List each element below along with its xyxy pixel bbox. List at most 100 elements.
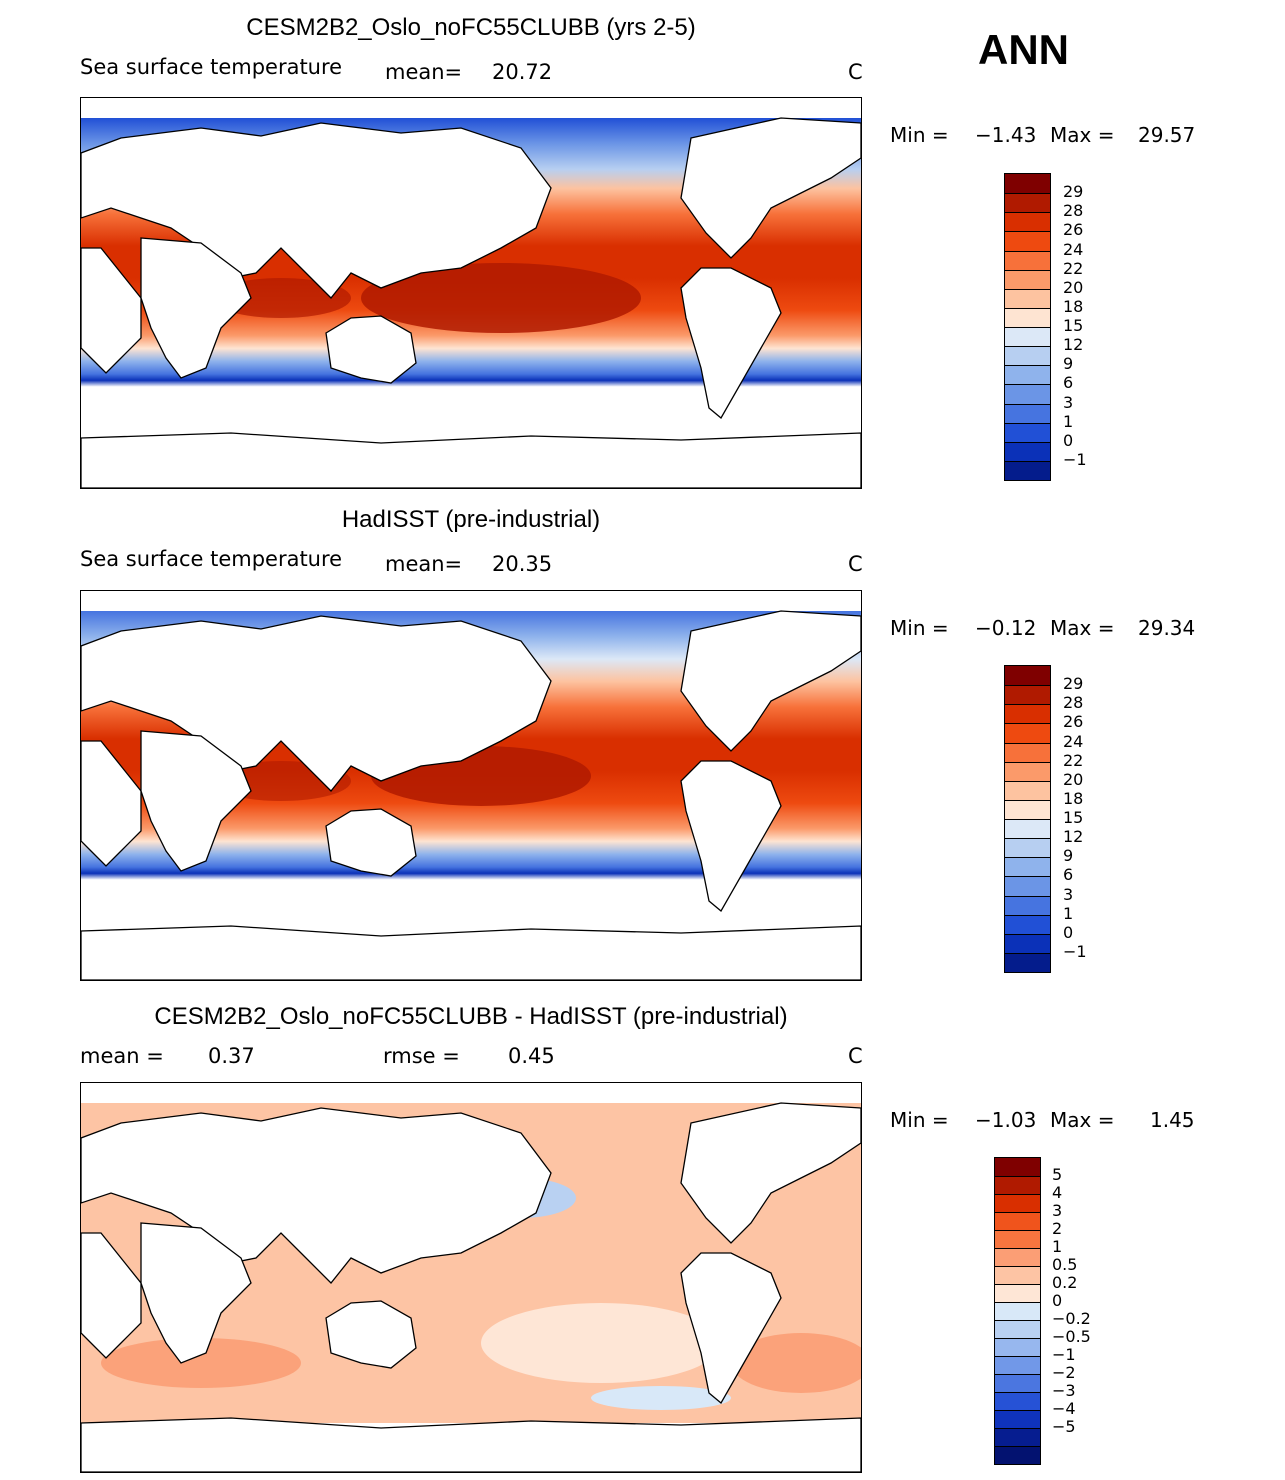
colorbar-segment <box>1005 422 1050 442</box>
panel3-mean-value: 0.37 <box>208 1044 255 1068</box>
colorbar-segment <box>1005 914 1050 934</box>
colorbar-label: 26 <box>1063 220 1084 240</box>
colorbar-segment <box>1005 723 1050 743</box>
panel3-min-value: −1.03 <box>975 1108 1037 1132</box>
panel1-colorbar <box>1004 173 1051 481</box>
panel3-mean-label: mean = <box>80 1044 164 1068</box>
panel3-colorbar <box>994 1157 1041 1465</box>
colorbar-segment <box>1005 819 1050 839</box>
colorbar-label: 5 <box>1052 1165 1063 1184</box>
panel2-mean-label: mean= <box>385 552 463 576</box>
panel3-rmse-label: rmse = <box>383 1044 460 1068</box>
panel3-title: CESM2B2_Oslo_noFC55CLUBB - HadISST (pre-… <box>154 1003 788 1030</box>
panel2-max-label: Max = <box>1050 616 1115 640</box>
colorbar-label: 15 <box>1063 316 1084 335</box>
colorbar-segment <box>1005 269 1050 289</box>
colorbar-label: 12 <box>1063 335 1084 355</box>
panel3-max-label: Max = <box>1050 1108 1115 1132</box>
panel2-map <box>80 590 862 981</box>
colorbar-segment <box>1005 704 1050 724</box>
panel2-max-value: 29.34 <box>1138 616 1196 640</box>
colorbar-segment <box>1005 952 1050 972</box>
panel1-min-value: −1.43 <box>975 123 1037 147</box>
colorbar-label: 20 <box>1063 769 1084 789</box>
colorbar-label: 9 <box>1063 846 1074 866</box>
colorbar-segment <box>1005 384 1050 404</box>
colorbar-label: 6 <box>1063 865 1074 885</box>
colorbar-label: −3 <box>1052 1381 1076 1400</box>
colorbar-segment <box>1005 857 1050 877</box>
panel2-units: C <box>848 552 863 576</box>
colorbar-segment <box>1005 346 1050 366</box>
panel1-mean-label: mean= <box>385 60 463 84</box>
colorbar-label: 3 <box>1063 392 1074 412</box>
panel3-map <box>80 1082 862 1473</box>
colorbar-segment <box>1005 761 1050 781</box>
colorbar-segment <box>1005 327 1050 347</box>
colorbar-label: 1 <box>1063 903 1074 923</box>
panel2-colorbar <box>1004 665 1051 973</box>
colorbar-segment <box>995 1194 1040 1212</box>
colorbar-label: 26 <box>1063 712 1084 732</box>
panel2-colorbar-labels: 29 28 26 24 22 20 18 15 12 9 6 3 1 0 −1 <box>1063 665 1123 973</box>
colorbar-segment <box>995 1410 1040 1428</box>
colorbar-segment <box>1005 895 1050 915</box>
colorbar-label: −1 <box>1052 1345 1076 1364</box>
colorbar-label: 0 <box>1063 430 1074 450</box>
colorbar-segment <box>1005 231 1050 251</box>
colorbar-label: 0.2 <box>1052 1273 1078 1292</box>
panel1-max-label: Max = <box>1050 123 1115 147</box>
colorbar-segment <box>995 1428 1040 1446</box>
colorbar-label: −4 <box>1052 1399 1076 1418</box>
colorbar-label: 18 <box>1063 788 1084 808</box>
colorbar-label: 20 <box>1063 277 1084 297</box>
colorbar-segment <box>995 1230 1040 1248</box>
colorbar-segment <box>995 1320 1040 1338</box>
panel1-title: CESM2B2_Oslo_noFC55CLUBB (yrs 2-5) <box>246 14 696 41</box>
colorbar-segment <box>1005 174 1050 194</box>
colorbar-label: 22 <box>1063 750 1084 770</box>
colorbar-segment <box>1005 365 1050 385</box>
panel3-units: C <box>848 1044 863 1068</box>
colorbar-segment <box>995 1338 1040 1356</box>
panel3-max-value: 1.45 <box>1150 1108 1195 1132</box>
colorbar-segment <box>995 1374 1040 1392</box>
colorbar-label: −2 <box>1052 1363 1076 1382</box>
colorbar-segment <box>1005 876 1050 896</box>
season-label: ANN <box>978 26 1069 73</box>
panel1-max-value: 29.57 <box>1138 123 1196 147</box>
panel2-min-label: Min = <box>890 616 949 640</box>
panel3-min-label: Min = <box>890 1108 949 1132</box>
colorbar-label: 24 <box>1063 239 1084 259</box>
colorbar-label: 3 <box>1052 1201 1063 1220</box>
colorbar-segment <box>1005 780 1050 800</box>
colorbar-label: 1 <box>1052 1237 1063 1256</box>
colorbar-segment <box>1005 742 1050 762</box>
colorbar-label: 0 <box>1052 1291 1063 1310</box>
colorbar-label: 6 <box>1063 373 1074 393</box>
colorbar-label: −1 <box>1063 941 1087 961</box>
colorbar-segment <box>1005 799 1050 819</box>
colorbar-segment <box>1005 441 1050 461</box>
colorbar-segment <box>995 1158 1040 1176</box>
colorbar-label: 9 <box>1063 354 1074 374</box>
colorbar-label: 29 <box>1063 182 1084 202</box>
panel1-mean-value: 20.72 <box>492 60 553 84</box>
colorbar-segment <box>1005 288 1050 308</box>
colorbar-label: −0.5 <box>1052 1327 1091 1346</box>
colorbar-label: 2 <box>1052 1219 1063 1238</box>
panel1-map <box>80 97 862 489</box>
panel3-rmse-value: 0.45 <box>508 1044 555 1068</box>
colorbar-segment <box>995 1446 1040 1464</box>
colorbar-label: −1 <box>1063 449 1087 469</box>
panel2-mean-value: 20.35 <box>492 552 553 576</box>
panel1-variable: Sea surface temperature <box>80 55 343 79</box>
colorbar-segment <box>995 1302 1040 1320</box>
colorbar-segment <box>995 1176 1040 1194</box>
colorbar-segment <box>1005 460 1050 480</box>
colorbar-segment <box>1005 250 1050 270</box>
panel1-colorbar-labels: 29 28 26 24 22 20 18 15 12 9 6 3 1 0 −1 <box>1063 173 1123 481</box>
panel3-colorbar-labels: 5 4 3 2 1 0.5 0.2 0 −0.2 −0.5 −1 −2 −3 −4 −5 <box>1052 1157 1112 1465</box>
colorbar-label: 4 <box>1052 1183 1063 1202</box>
colorbar-segment <box>995 1266 1040 1284</box>
